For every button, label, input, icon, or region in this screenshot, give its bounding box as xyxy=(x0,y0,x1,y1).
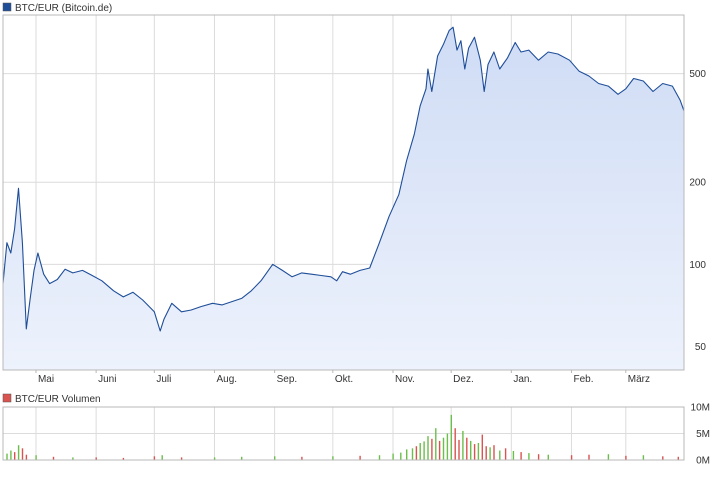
volume-bar xyxy=(435,428,437,460)
volume-bar xyxy=(10,450,12,460)
volume-bar xyxy=(378,455,381,460)
volume-bar xyxy=(642,455,645,460)
volume-bar xyxy=(153,456,156,460)
volume-bar xyxy=(6,453,8,460)
price-area xyxy=(3,27,684,370)
volume-legend: BTC/EUR Volumen xyxy=(2,393,101,405)
volume-y-tick-label: 5M xyxy=(696,429,710,440)
volume-bar xyxy=(301,456,303,460)
volume-bar xyxy=(625,455,627,460)
volume-bar xyxy=(677,456,679,460)
volume-bar xyxy=(274,456,276,460)
volume-bar xyxy=(528,453,530,460)
volume-bar xyxy=(52,456,55,460)
volume-bar xyxy=(446,433,449,460)
volume-bar xyxy=(458,439,460,460)
volume-bar xyxy=(499,450,501,460)
x-tick-label: Juli xyxy=(156,374,171,385)
volume-y-tick-label: 10M xyxy=(691,403,710,414)
price-y-tick-label: 100 xyxy=(689,260,706,271)
x-tick-label: Aug. xyxy=(216,374,237,385)
price-y-tick-label: 500 xyxy=(689,69,706,80)
volume-bar xyxy=(14,452,16,460)
volume-bar xyxy=(466,437,468,460)
volume-bar xyxy=(431,438,433,460)
volume-bar xyxy=(470,440,472,460)
x-tick-label: Nov. xyxy=(395,374,415,385)
volume-bar xyxy=(180,457,183,460)
volume-bar xyxy=(462,430,464,460)
x-tick-label: Mai xyxy=(38,374,54,385)
volume-bar xyxy=(607,454,610,460)
volume-bar xyxy=(423,441,425,460)
volume-bar xyxy=(392,453,394,460)
price-legend: BTC/EUR (Bitcoin.de) xyxy=(2,2,112,14)
volume-y-axis: 0M 5M 10M xyxy=(691,403,710,467)
volume-bar xyxy=(406,449,408,460)
x-tick-label: März xyxy=(628,374,650,385)
x-axis: Mai Juni Juli Aug. Sep. Okt. Nov. Dez. Jan. Feb. M… xyxy=(35,370,650,385)
volume-bar xyxy=(547,454,549,460)
volume-bar xyxy=(512,451,515,460)
volume-bar xyxy=(570,455,573,460)
x-tick-label: Jan. xyxy=(513,374,532,385)
volume-bar xyxy=(427,436,429,460)
volume-panel: 0M 5M 10M xyxy=(2,403,710,467)
volume-bar xyxy=(493,445,495,460)
volume-bar xyxy=(454,428,456,460)
price-y-axis: 50 100 200 500 xyxy=(689,69,706,353)
volume-bar xyxy=(25,454,28,460)
volume-bar xyxy=(504,448,507,460)
volume-bar xyxy=(419,443,421,460)
volume-bar xyxy=(332,456,334,460)
volume-bar xyxy=(35,455,37,460)
volume-bar xyxy=(537,454,540,460)
volume-bar xyxy=(485,446,487,460)
volume-bars xyxy=(6,414,679,460)
volume-legend-swatch xyxy=(2,393,12,403)
volume-bar xyxy=(122,457,125,460)
x-tick-label: Feb. xyxy=(573,374,593,385)
x-tick-label: Dez. xyxy=(453,374,474,385)
volume-bar xyxy=(21,448,24,460)
volume-bar xyxy=(662,456,664,460)
volume-bar xyxy=(161,455,163,460)
price-legend-swatch xyxy=(2,2,12,12)
volume-bar xyxy=(72,457,74,460)
volume-bar xyxy=(411,448,414,460)
volume-y-tick-label: 0M xyxy=(696,456,710,467)
price-panel: 50 100 200 500 Mai Juni Juli Aug. Sep. Okt. Nov. D… xyxy=(2,14,706,385)
x-tick-label: Juni xyxy=(98,374,116,385)
volume-bar xyxy=(415,446,418,460)
volume-plot-frame xyxy=(2,406,685,461)
volume-bar xyxy=(95,457,97,460)
price-line xyxy=(2,26,685,332)
volume-bar xyxy=(17,445,20,460)
volume-bar xyxy=(473,444,476,460)
volume-bar xyxy=(477,443,480,460)
volume-bar xyxy=(489,447,491,460)
price-y-tick-label: 50 xyxy=(695,342,707,353)
price-plot-frame xyxy=(2,14,685,371)
volume-bar xyxy=(442,437,445,460)
volume-bar xyxy=(520,452,522,460)
volume-bar xyxy=(481,434,483,460)
volume-bar xyxy=(359,455,361,460)
volume-bar xyxy=(400,452,402,460)
price-legend-label: BTC/EUR (Bitcoin.de) xyxy=(15,3,112,14)
volume-bar xyxy=(450,414,452,460)
volume-bar xyxy=(213,457,216,460)
volume-bar xyxy=(241,456,243,460)
volume-bar xyxy=(588,454,590,460)
volume-legend-label: BTC/EUR Volumen xyxy=(15,394,101,405)
x-tick-label: Sep. xyxy=(277,374,298,385)
volume-bar xyxy=(438,440,441,460)
price-y-tick-label: 200 xyxy=(689,178,706,189)
x-tick-label: Okt. xyxy=(335,374,353,385)
